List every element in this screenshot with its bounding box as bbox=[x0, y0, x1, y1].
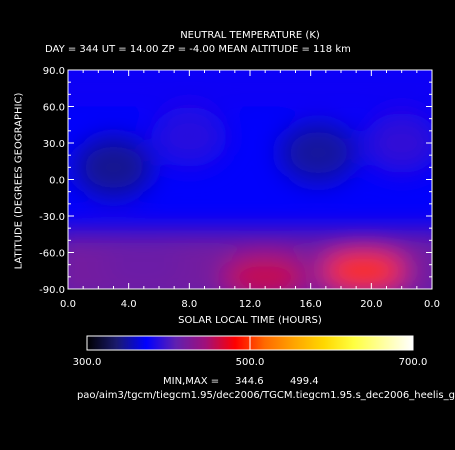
y-tick-label: -90.0 bbox=[39, 285, 65, 296]
footer-path: pao/aim3/tgcm/tiegcm1.95/dec2006/TGCM.ti… bbox=[76, 390, 455, 401]
x-tick-label: 0.0 bbox=[60, 299, 76, 310]
max-value: 499.4 bbox=[290, 376, 319, 387]
heatmap-feature-6 bbox=[101, 244, 186, 285]
x-tick-label: 4.0 bbox=[121, 299, 137, 310]
chart-subtitle: DAY = 344 UT = 14.00 ZP = -4.00 MEAN ALT… bbox=[45, 44, 351, 55]
y-tick-label: -60.0 bbox=[39, 249, 65, 260]
x-tick-label: 16.0 bbox=[300, 299, 322, 310]
colorbar-tick-label: 500.0 bbox=[236, 357, 265, 368]
colorbar: 300.0 500.0 700.0 bbox=[73, 335, 428, 368]
y-tick-label: 90.0 bbox=[43, 66, 65, 77]
heatmap-feature-2 bbox=[151, 106, 228, 167]
plot-area bbox=[68, 70, 432, 289]
y-tick-label: 30.0 bbox=[43, 139, 65, 150]
y-axis: 90.0 60.0 30.0 0.0 -30.0 -60.0 -90.0 bbox=[39, 66, 432, 296]
x-tick-label: 0.0 bbox=[424, 299, 440, 310]
x-axis-label: SOLAR LOCAL TIME (HOURS) bbox=[178, 315, 322, 326]
x-tick-label: 8.0 bbox=[181, 299, 197, 310]
chart-title: NEUTRAL TEMPERATURE (K) bbox=[180, 30, 320, 41]
colorbar-tick-label: 700.0 bbox=[399, 357, 428, 368]
heatmap-feature-0 bbox=[75, 137, 152, 198]
x-axis: 0.0 4.0 8.0 12.0 16.0 20.0 0.0 bbox=[60, 70, 440, 310]
y-tick-label: 0.0 bbox=[49, 176, 65, 187]
heatmap-feature-1 bbox=[280, 122, 357, 183]
heatmap-feature-3 bbox=[363, 113, 432, 173]
minmax-label: MIN,MAX = bbox=[163, 376, 220, 387]
y-axis-label: LATITUDE (DEGREES GEOGRAPHIC) bbox=[13, 92, 25, 270]
x-tick-label: 12.0 bbox=[239, 299, 261, 310]
min-value: 344.6 bbox=[235, 376, 264, 387]
x-tick-label: 20.0 bbox=[360, 299, 382, 310]
y-tick-label: -30.0 bbox=[39, 212, 65, 223]
heatmap-feature-5 bbox=[223, 256, 308, 289]
colorbar-tick-label: 300.0 bbox=[73, 357, 102, 368]
heatmap-feature-4 bbox=[321, 250, 406, 289]
y-tick-label: 60.0 bbox=[43, 103, 65, 114]
